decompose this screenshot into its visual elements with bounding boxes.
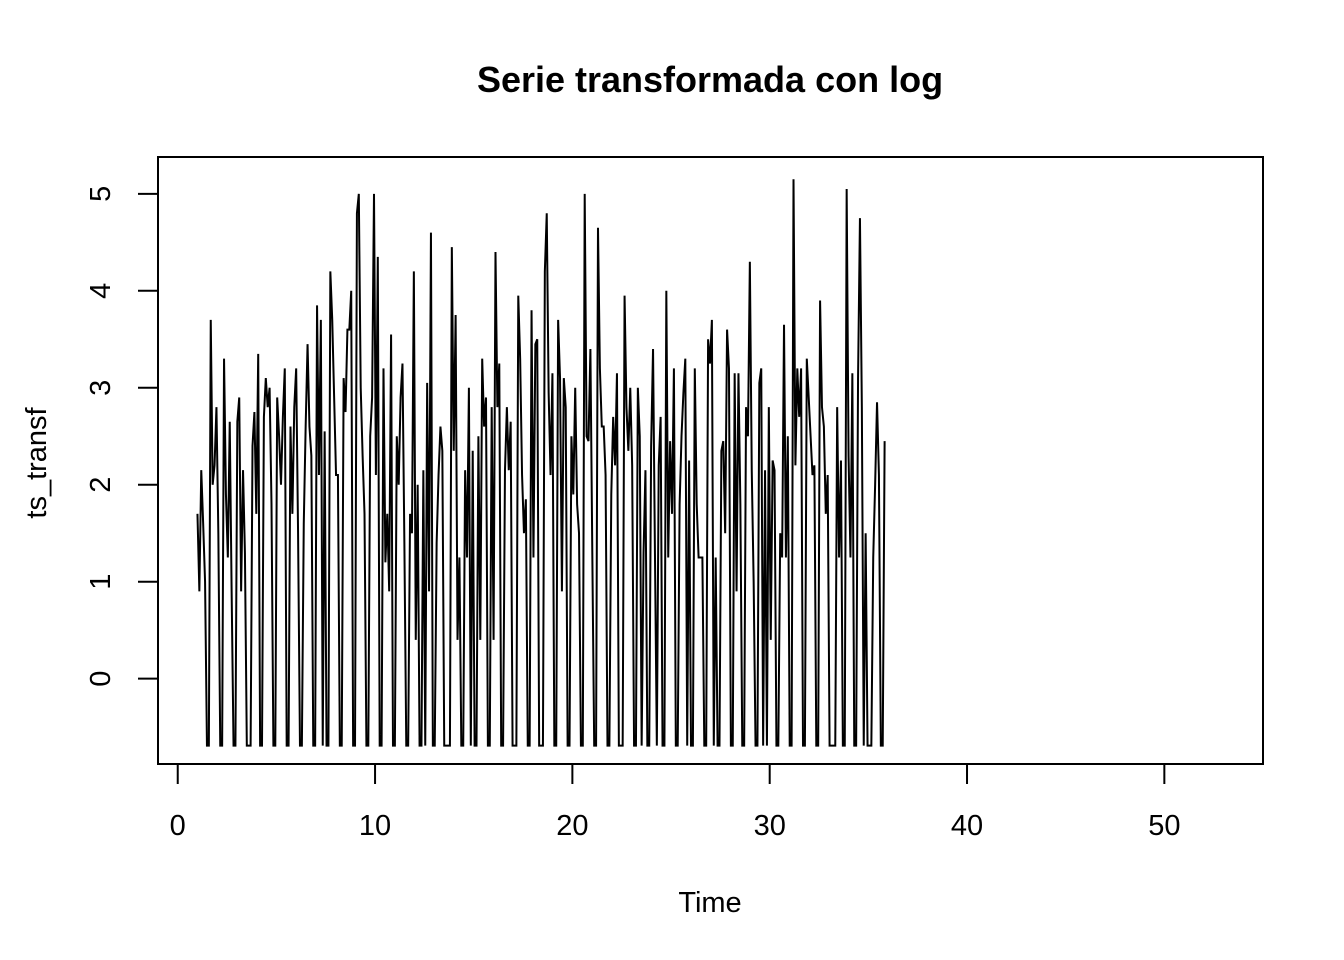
x-tick-label: 40 (951, 810, 983, 842)
x-tick-label: 50 (1148, 810, 1180, 842)
x-tick-label: 10 (359, 810, 391, 842)
x-axis-label: Time (678, 887, 741, 919)
x-tick-label: 30 (754, 810, 786, 842)
series-line (196, 179, 886, 747)
x-tick-label: 20 (556, 810, 588, 842)
y-tick-label: 0 (85, 671, 117, 687)
x-tick-label: 0 (170, 810, 186, 842)
y-tick-label: 5 (85, 186, 117, 202)
y-tick-label: 3 (85, 380, 117, 396)
y-tick-label: 4 (85, 283, 117, 299)
y-axis: 0 1 2 3 4 5 (85, 186, 159, 687)
y-axis-label: ts_transf (21, 406, 53, 518)
chart-title: Serie transformada con log (477, 59, 943, 100)
y-tick-label: 1 (85, 574, 117, 590)
y-tick-label: 2 (85, 477, 117, 493)
x-axis: 0 10 20 30 40 50 (170, 763, 1180, 842)
